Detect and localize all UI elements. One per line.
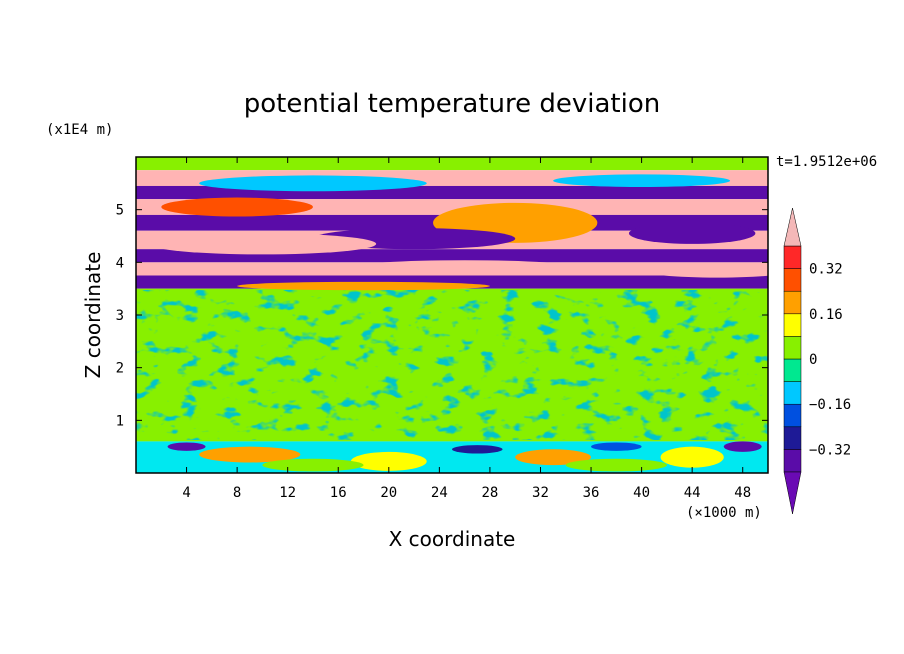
- x-tick-label: 28: [481, 485, 498, 501]
- y-tick-label: 5: [116, 203, 124, 219]
- x-unit-label: (×1000 m): [686, 505, 762, 521]
- colorbar-extend-low: [783, 471, 802, 515]
- colorbar-swatch: [783, 290, 802, 315]
- contour-lobe: [262, 458, 364, 472]
- colorbar-label: −0.16: [809, 397, 851, 413]
- contour-lobe: [565, 458, 667, 472]
- contour-band: [136, 157, 768, 171]
- y-axis: 1 2 3 4 5: [116, 203, 768, 429]
- colorbar-swatch: [783, 426, 802, 450]
- contour-lobe: [628, 222, 756, 244]
- contour-lobe: [489, 277, 667, 288]
- x-tick-label: 36: [583, 485, 600, 501]
- colorbar: −0.32 −0.16 0 0.16 0.32: [783, 207, 851, 515]
- x-tick-label: 4: [182, 485, 190, 501]
- texture-overlay: [136, 290, 768, 440]
- y-unit-label: (x1E4 m): [46, 122, 113, 138]
- contour-lobe: [199, 175, 427, 192]
- x-axis-title: X coordinate: [389, 527, 516, 551]
- contour-lobe: [148, 233, 377, 255]
- contour-lobes: [148, 174, 768, 472]
- contour-lobe: [723, 441, 762, 452]
- x-tick-label: 24: [431, 485, 448, 501]
- x-tick-label: 40: [633, 485, 650, 501]
- contour-lobe: [452, 445, 503, 454]
- x-tick-label: 8: [233, 485, 241, 501]
- y-axis-title: Z coordinate: [81, 252, 105, 379]
- colorbar-swatch: [783, 449, 802, 473]
- y-tick-label: 1: [116, 413, 124, 429]
- colorbar-swatch: [783, 336, 802, 360]
- x-tick-label: 20: [380, 485, 397, 501]
- colorbar-label: 0.16: [809, 307, 843, 323]
- contour-lobe: [515, 449, 592, 466]
- colorbar-swatch: [783, 358, 802, 382]
- colorbar-swatch: [783, 268, 802, 292]
- time-label: t=1.9512e+06: [776, 154, 877, 170]
- contour-lobe: [199, 446, 301, 463]
- x-tick-label: 44: [684, 485, 701, 501]
- x-tick-label: 48: [734, 485, 751, 501]
- colorbar-extend-high: [783, 207, 802, 247]
- y-tick-label: 4: [116, 255, 124, 271]
- plot-area: [136, 157, 768, 473]
- colorbar-label: −0.32: [809, 442, 851, 458]
- contour-lobe: [237, 281, 490, 291]
- x-tick-label: 12: [279, 485, 296, 501]
- contour-lobe: [660, 446, 724, 468]
- colorbar-swatch: [783, 313, 802, 337]
- x-tick-label: 32: [532, 485, 549, 501]
- colorbar-label: 0: [809, 352, 817, 368]
- contour-lobe: [350, 260, 579, 275]
- y-tick-label: 2: [116, 361, 124, 377]
- colorbar-label: 0.32: [809, 262, 843, 278]
- colorbar-swatch: [783, 403, 802, 428]
- colorbar-swatch: [783, 245, 802, 269]
- colorbar-swatch: [783, 381, 802, 405]
- contour-lobe: [591, 442, 642, 451]
- chart-title: potential temperature deviation: [244, 89, 660, 119]
- y-tick-label: 3: [116, 308, 124, 324]
- contour-lobe: [167, 442, 206, 451]
- contour-lobe: [350, 451, 427, 471]
- x-tick-label: 16: [330, 485, 347, 501]
- contour-lobe: [161, 197, 313, 217]
- x-axis: 4 8 12 16 20 24 28 32 36 40 44 48: [182, 157, 751, 501]
- contour-lobe: [553, 174, 731, 188]
- contour-lobe: [641, 262, 768, 278]
